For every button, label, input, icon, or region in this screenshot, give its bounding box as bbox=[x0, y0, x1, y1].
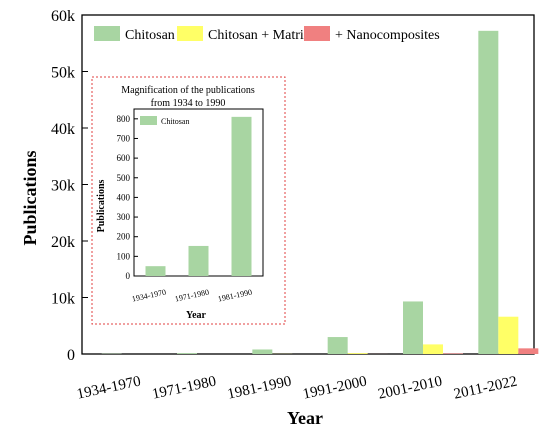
inset-y-tick-label: 200 bbox=[117, 232, 131, 242]
main-y-tick-label: 40k bbox=[51, 121, 75, 138]
inset-y-tick-label: 800 bbox=[117, 114, 131, 124]
inset-y-tick-label: 600 bbox=[117, 153, 131, 163]
inset-title-line-1: Magnification of the publications bbox=[121, 85, 255, 96]
main-x-tick-label: 1934-1970 bbox=[75, 374, 142, 403]
inset-bar-1934-1970 bbox=[145, 266, 166, 276]
inset-y-tick-label: 400 bbox=[117, 192, 131, 202]
inset-y-ticks: 0 100 200 300 400 500 600 700 800 bbox=[117, 114, 138, 281]
inset-bar-1981-1990 bbox=[231, 116, 252, 276]
bar-chitosan-2011-2022 bbox=[478, 30, 499, 354]
legend-swatch-nanocomposites bbox=[304, 26, 330, 41]
bar-chitosan-matrix-2001-2010 bbox=[423, 344, 443, 354]
inset-x-axis-label: Year bbox=[186, 310, 207, 321]
bar-nanocomposites-2011-2022 bbox=[518, 348, 539, 354]
main-y-tick-label: 0 bbox=[67, 347, 75, 364]
legend-swatch-chitosan-matrix bbox=[177, 26, 203, 41]
bar-chitosan-1981-1990 bbox=[252, 349, 273, 354]
main-y-axis-label: Publications bbox=[20, 150, 40, 245]
main-x-tick-label: 1981-1990 bbox=[226, 374, 293, 403]
legend-label-chitosan: Chitosan bbox=[125, 28, 175, 43]
bar-nanocomposites-2001-2010 bbox=[443, 353, 463, 354]
inset-y-tick-label: 300 bbox=[117, 212, 131, 222]
main-y-tick-label: 50k bbox=[51, 65, 75, 82]
inset-legend-label-chitosan: Chitosan bbox=[161, 117, 189, 126]
bar-chitosan-2001-2010 bbox=[403, 301, 423, 354]
inset-chart: Magnification of the publications from 1… bbox=[91, 76, 286, 325]
main-legend: Chitosan Chitosan + Matrix + Nanocomposi… bbox=[94, 26, 440, 43]
bar-chitosan-1971-1980 bbox=[177, 353, 197, 354]
bar-chitosan-1991-2000 bbox=[327, 337, 348, 354]
inset-y-axis-label: Publications bbox=[96, 180, 107, 233]
inset-border bbox=[91, 76, 286, 325]
main-x-tick-label: 2011-2022 bbox=[452, 374, 518, 403]
bar-chitosan-matrix-2011-2022 bbox=[498, 316, 519, 354]
legend-label-chitosan-matrix: Chitosan + Matrix bbox=[208, 28, 311, 43]
main-x-axis-label: Year bbox=[287, 408, 323, 428]
main-x-tick-label: 1991-2000 bbox=[301, 374, 368, 403]
legend-label-nanocomposites: + Nanocomposites bbox=[335, 28, 440, 43]
main-y-tick-label: 10k bbox=[51, 291, 75, 308]
main-y-tick-label: 20k bbox=[51, 234, 75, 251]
inset-y-tick-label: 0 bbox=[126, 271, 131, 281]
main-x-tick-labels: 1934-1970 1971-1980 1981-1990 1991-2000 2001… bbox=[75, 374, 518, 403]
inset-legend-swatch-chitosan bbox=[140, 116, 157, 125]
inset-title-line-2: from 1934 to 1990 bbox=[151, 98, 226, 109]
inset-bars bbox=[145, 116, 252, 276]
bar-chitosan-matrix-1991-2000 bbox=[347, 353, 368, 354]
main-x-tick-label: 2001-2010 bbox=[377, 374, 444, 403]
main-bars bbox=[101, 30, 539, 354]
inset-bar-1971-1980 bbox=[188, 245, 209, 276]
inset-y-tick-label: 500 bbox=[117, 173, 131, 183]
inset-y-tick-label: 100 bbox=[117, 251, 131, 261]
main-y-ticks: 0 10k 20k 30k 40k 50k 60k bbox=[51, 8, 88, 364]
legend-swatch-chitosan bbox=[94, 26, 120, 41]
main-x-tick-label: 1971-1980 bbox=[151, 374, 218, 403]
main-y-tick-label: 30k bbox=[51, 178, 75, 195]
inset-y-tick-label: 700 bbox=[117, 133, 131, 143]
main-y-tick-label: 60k bbox=[51, 8, 75, 25]
